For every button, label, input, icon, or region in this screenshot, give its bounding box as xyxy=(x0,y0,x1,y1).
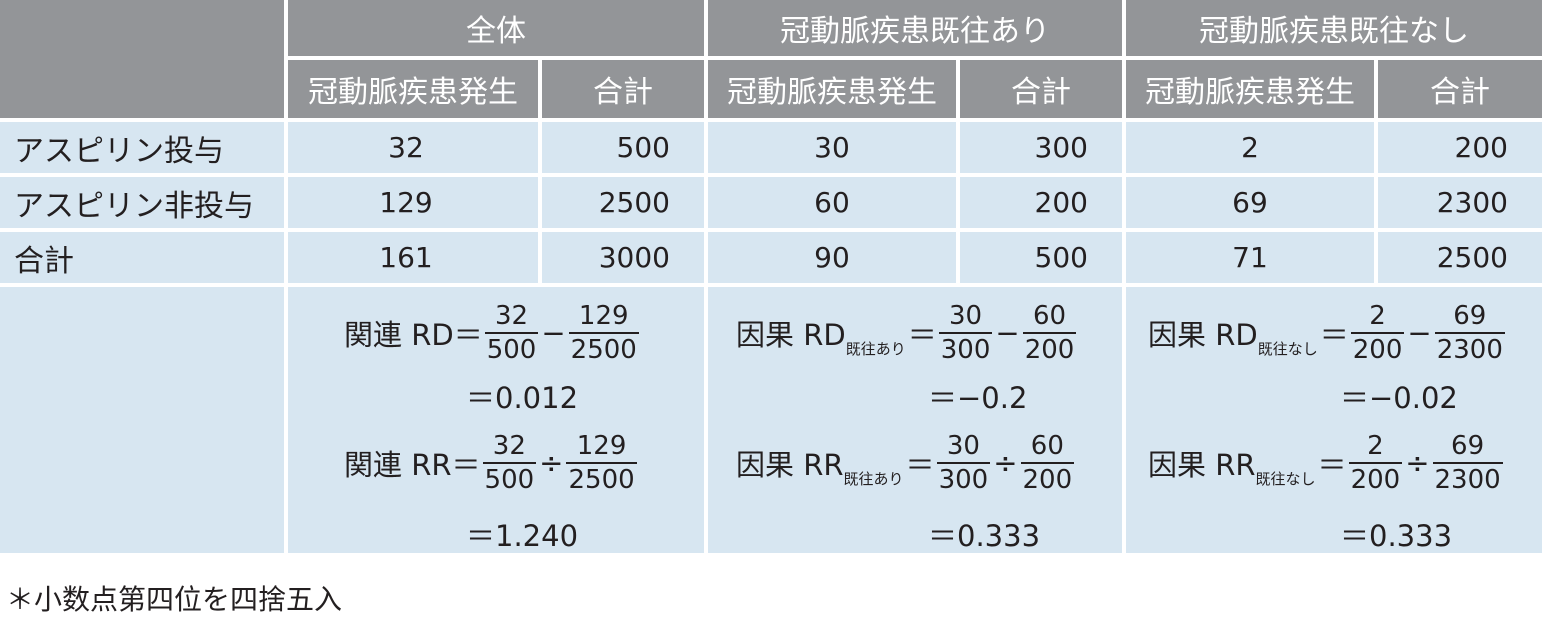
table-cell: 161 xyxy=(284,228,542,287)
header-total: 合計 xyxy=(956,56,1126,122)
rr-label: 因果 RR xyxy=(1148,448,1256,482)
rd-formula: 関連 RD＝ 32 500 − 129 2500 xyxy=(344,301,641,365)
rd-label: 因果 RD xyxy=(1148,318,1258,352)
rr-result: ＝0.333 xyxy=(928,519,1041,553)
table-cell: 60 xyxy=(704,173,960,232)
table-cell: 71 xyxy=(1122,228,1378,287)
rr-result: ＝0.333 xyxy=(1340,519,1453,553)
rd-formula: 因果 RD 既往なし ＝ 2 200 − 69 2300 xyxy=(1148,301,1507,365)
header-group-with-history: 冠動脈疾患既往あり xyxy=(704,0,1126,60)
table-cell: 2500 xyxy=(1374,228,1542,287)
header-corner xyxy=(0,0,288,122)
table-cell: 500 xyxy=(538,118,708,177)
table-row: アスピリン非投与 129 2500 60 200 69 2300 xyxy=(0,173,1542,232)
row-label: 合計 xyxy=(0,228,288,287)
table-cell: 500 xyxy=(956,228,1126,287)
table-cell: 30 xyxy=(704,118,960,177)
table-cell: 300 xyxy=(956,118,1126,177)
rd-result: ＝0.012 xyxy=(466,381,579,415)
header-group-overall: 全体 xyxy=(284,0,708,60)
formula-with-history: 因果 RD 既往あり ＝ 30 300 − 60 200 ＝−0.2 因果 RR 既… xyxy=(704,283,1126,557)
divide-operator: ÷ xyxy=(1405,446,1430,480)
rr-result: ＝1.240 xyxy=(466,519,579,553)
subscript: 既往なし xyxy=(1257,340,1318,358)
fraction: 30 300 xyxy=(938,301,993,365)
table-cell: 3000 xyxy=(538,228,708,287)
table-cell: 32 xyxy=(284,118,542,177)
table-cell: 69 xyxy=(1122,173,1378,232)
rd-result: ＝−0.02 xyxy=(1340,381,1458,415)
header-total: 合計 xyxy=(538,56,708,122)
fraction: 32 500 xyxy=(484,301,539,365)
fraction: 129 2500 xyxy=(568,301,639,365)
rr-formula: 因果 RR 既往あり ＝ 30 300 ÷ 60 200 xyxy=(736,431,1076,495)
header-group-without-history: 冠動脈疾患既往なし xyxy=(1122,0,1542,60)
minus-operator: − xyxy=(1407,316,1432,350)
header-cad-incidence: 冠動脈疾患発生 xyxy=(704,56,960,122)
equals-sign: ＝ xyxy=(1319,318,1349,352)
fraction: 30 300 xyxy=(936,431,991,495)
table-cell: 2 xyxy=(1122,118,1378,177)
rd-label: 関連 RD＝ xyxy=(344,318,483,352)
header-cad-incidence: 冠動脈疾患発生 xyxy=(1122,56,1378,122)
row-label: アスピリン投与 xyxy=(0,118,288,177)
fraction: 60 200 xyxy=(1022,301,1077,365)
fraction: 69 2300 xyxy=(1432,431,1503,495)
header-total: 合計 xyxy=(1374,56,1542,122)
fraction: 60 200 xyxy=(1020,431,1075,495)
table-cell: 90 xyxy=(704,228,960,287)
table-cell: 2500 xyxy=(538,173,708,232)
subscript: 既往あり xyxy=(845,340,906,358)
rr-label: 因果 RR xyxy=(736,448,844,482)
equals-sign: ＝ xyxy=(905,448,935,482)
table-row: 合計 161 3000 90 500 71 2500 xyxy=(0,228,1542,287)
fraction: 69 2300 xyxy=(1434,301,1505,365)
table-cell: 200 xyxy=(1374,118,1542,177)
fraction: 2 200 xyxy=(1350,301,1405,365)
divide-operator: ÷ xyxy=(993,446,1018,480)
table-cell: 200 xyxy=(956,173,1126,232)
table-cell: 129 xyxy=(284,173,542,232)
minus-operator: − xyxy=(541,316,566,350)
rr-formula: 因果 RR 既往なし ＝ 2 200 ÷ 69 2300 xyxy=(1148,431,1505,495)
formula-row: 関連 RD＝ 32 500 − 129 2500 ＝0.012 関連 RR＝ 32 5… xyxy=(0,283,1542,557)
fraction: 32 500 xyxy=(482,431,537,495)
subscript: 既往あり xyxy=(843,470,904,488)
fraction: 2 200 xyxy=(1348,431,1403,495)
formula-overall: 関連 RD＝ 32 500 − 129 2500 ＝0.012 関連 RR＝ 32 5… xyxy=(284,283,708,557)
rr-formula: 関連 RR＝ 32 500 ÷ 129 2500 xyxy=(344,431,639,495)
header-cad-incidence: 冠動脈疾患発生 xyxy=(286,56,542,122)
subscript: 既往なし xyxy=(1255,470,1316,488)
equals-sign: ＝ xyxy=(1317,448,1347,482)
table-row: アスピリン投与 32 500 30 300 2 200 xyxy=(0,118,1542,177)
rr-label: 関連 RR＝ xyxy=(344,448,481,482)
aspirin-risk-table: 全体 冠動脈疾患既往あり 冠動脈疾患既往なし 冠動脈疾患発生 合計 冠動脈疾患発… xyxy=(0,0,1542,557)
row-label: アスピリン非投与 xyxy=(0,173,288,232)
rd-formula: 因果 RD 既往あり ＝ 30 300 − 60 200 xyxy=(736,301,1078,365)
minus-operator: − xyxy=(995,316,1020,350)
divide-operator: ÷ xyxy=(539,446,564,480)
rd-result: ＝−0.2 xyxy=(928,381,1028,415)
fraction: 129 2500 xyxy=(566,431,637,495)
footnote: ＊小数点第四位を四捨五入 xyxy=(6,583,343,616)
formula-row-label xyxy=(0,283,288,557)
equals-sign: ＝ xyxy=(907,318,937,352)
rd-label: 因果 RD xyxy=(736,318,846,352)
formula-without-history: 因果 RD 既往なし ＝ 2 200 − 69 2300 ＝−0.02 因果 RR … xyxy=(1122,283,1542,557)
table-cell: 2300 xyxy=(1374,173,1542,232)
